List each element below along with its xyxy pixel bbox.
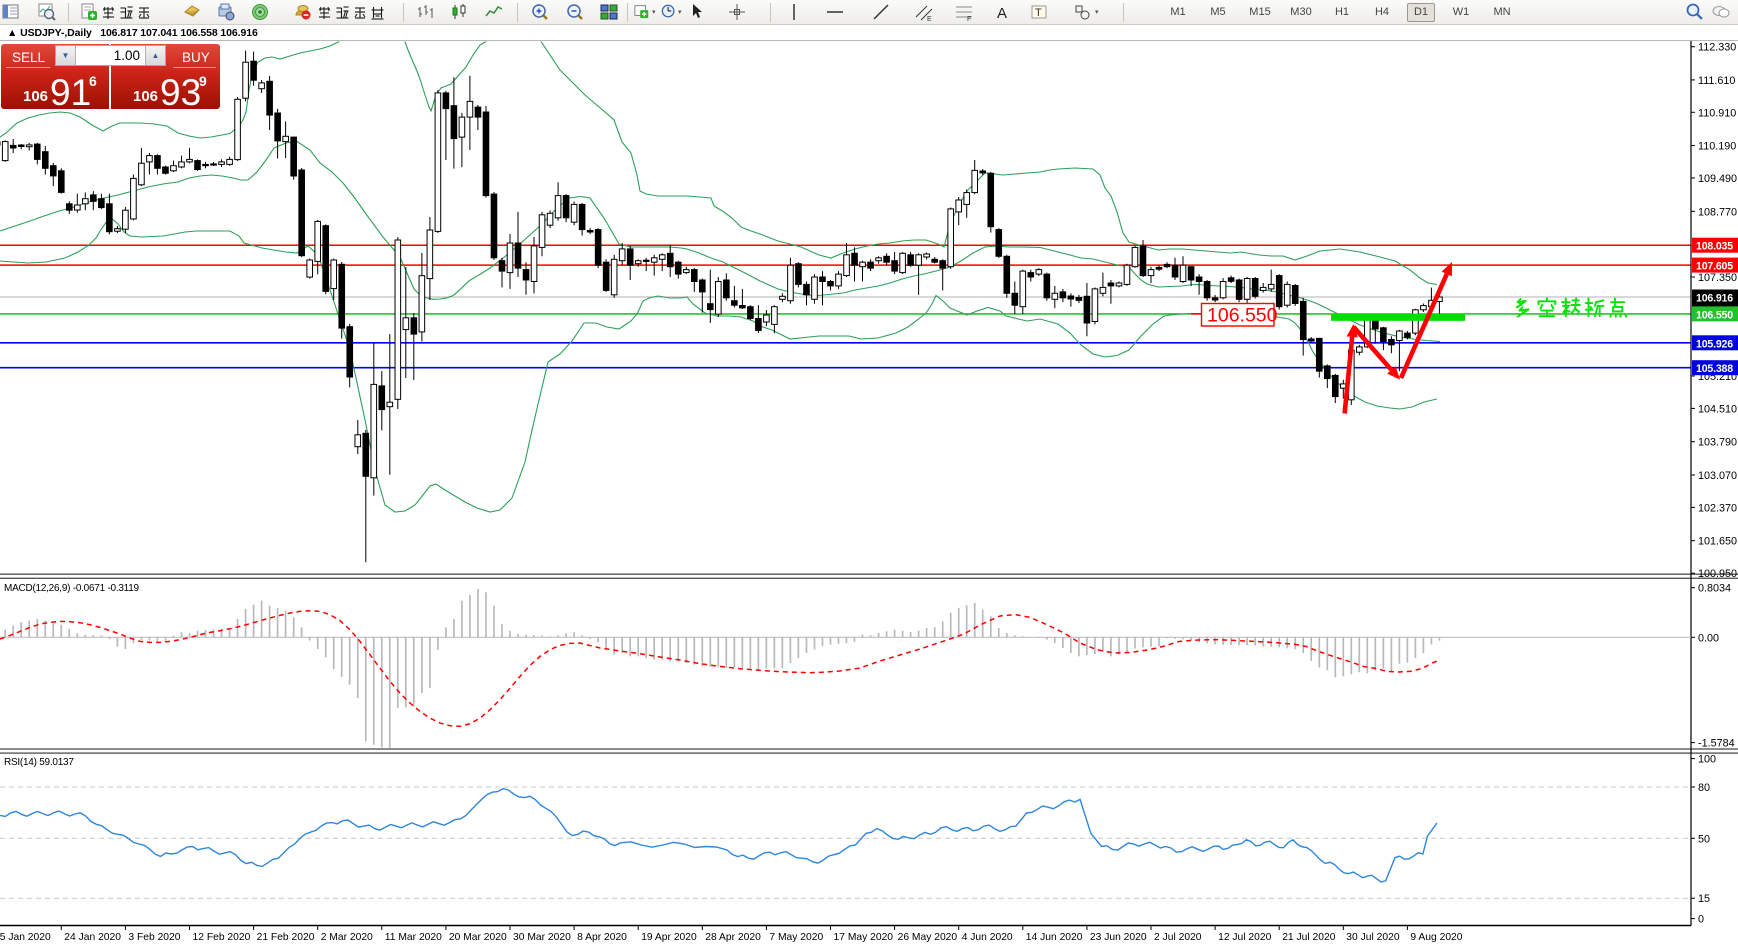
svg-text:100: 100 — [1698, 754, 1716, 766]
svg-text:109.490: 109.490 — [1698, 173, 1737, 185]
svg-text:19 Apr 2020: 19 Apr 2020 — [641, 932, 697, 943]
svg-text:105.926: 105.926 — [1696, 338, 1733, 350]
svg-text:17 May 2020: 17 May 2020 — [834, 932, 894, 943]
svg-text:28 Apr 2020: 28 Apr 2020 — [705, 932, 761, 943]
svg-text:112.330: 112.330 — [1698, 42, 1736, 54]
svg-text:15 Jan 2020: 15 Jan 2020 — [0, 932, 51, 943]
svg-text:26 May 2020: 26 May 2020 — [898, 932, 958, 943]
svg-text:-1.5784: -1.5784 — [1698, 738, 1735, 750]
svg-text:E: E — [927, 16, 932, 21]
svg-text:30 Jul 2020: 30 Jul 2020 — [1346, 932, 1400, 943]
svg-text:MACD(12,26,9) -0.0671 -0.3119: MACD(12,26,9) -0.0671 -0.3119 — [4, 583, 140, 594]
svg-text:8 Apr 2020: 8 Apr 2020 — [577, 932, 627, 943]
svg-text:0.8034: 0.8034 — [1698, 583, 1731, 595]
svg-text:101.650: 101.650 — [1698, 536, 1737, 548]
svg-text:7 May 2020: 7 May 2020 — [769, 932, 823, 943]
svg-text:3 Feb 2020: 3 Feb 2020 — [128, 932, 180, 943]
svg-text:11 Mar 2020: 11 Mar 2020 — [385, 932, 442, 943]
svg-text:111.610: 111.610 — [1698, 75, 1735, 87]
svg-text:108.035: 108.035 — [1696, 241, 1733, 253]
svg-text:108.770: 108.770 — [1698, 206, 1737, 218]
svg-text:100.950: 100.950 — [1698, 568, 1737, 580]
svg-text:15: 15 — [1698, 893, 1710, 905]
svg-text:12 Feb 2020: 12 Feb 2020 — [193, 932, 251, 943]
svg-text:T: T — [1035, 7, 1042, 19]
svg-text:F: F — [967, 16, 971, 21]
svg-text:21 Jul 2020: 21 Jul 2020 — [1282, 932, 1336, 943]
svg-text:20 Mar 2020: 20 Mar 2020 — [449, 932, 507, 943]
svg-text:110.910: 110.910 — [1698, 107, 1736, 119]
svg-text:103.790: 103.790 — [1698, 437, 1737, 449]
svg-text:103.070: 103.070 — [1698, 470, 1737, 482]
svg-text:0.00: 0.00 — [1698, 632, 1719, 644]
svg-text:104.510: 104.510 — [1698, 403, 1737, 415]
svg-text:107.605: 107.605 — [1696, 261, 1733, 273]
svg-text:14 Jun 2020: 14 Jun 2020 — [1026, 932, 1083, 943]
svg-text:106.550: 106.550 — [1696, 309, 1733, 321]
svg-text:4 Jun 2020: 4 Jun 2020 — [962, 932, 1013, 943]
svg-text:RSI(14) 59.0137: RSI(14) 59.0137 — [4, 757, 74, 768]
svg-text:A: A — [997, 5, 1007, 21]
svg-text:30 Mar 2020: 30 Mar 2020 — [513, 932, 571, 943]
svg-text:12 Jul 2020: 12 Jul 2020 — [1218, 932, 1272, 943]
svg-text:50: 50 — [1698, 833, 1710, 845]
svg-text:0: 0 — [1698, 914, 1704, 926]
svg-text:2 Jul 2020: 2 Jul 2020 — [1154, 932, 1202, 943]
svg-text:23 Jun 2020: 23 Jun 2020 — [1090, 932, 1147, 943]
svg-text:2 Mar 2020: 2 Mar 2020 — [321, 932, 373, 943]
svg-text:21 Feb 2020: 21 Feb 2020 — [257, 932, 315, 943]
svg-text:80: 80 — [1698, 782, 1710, 794]
svg-text:105.388: 105.388 — [1696, 363, 1733, 375]
svg-text:106.550: 106.550 — [1207, 305, 1278, 327]
svg-text:24 Jan 2020: 24 Jan 2020 — [64, 932, 121, 943]
svg-text:9 Aug 2020: 9 Aug 2020 — [1410, 932, 1462, 943]
svg-text:110.190: 110.190 — [1698, 141, 1736, 153]
svg-text:107.350: 107.350 — [1698, 272, 1737, 284]
svg-text:106.916: 106.916 — [1696, 293, 1733, 305]
svg-text:102.370: 102.370 — [1698, 502, 1737, 514]
